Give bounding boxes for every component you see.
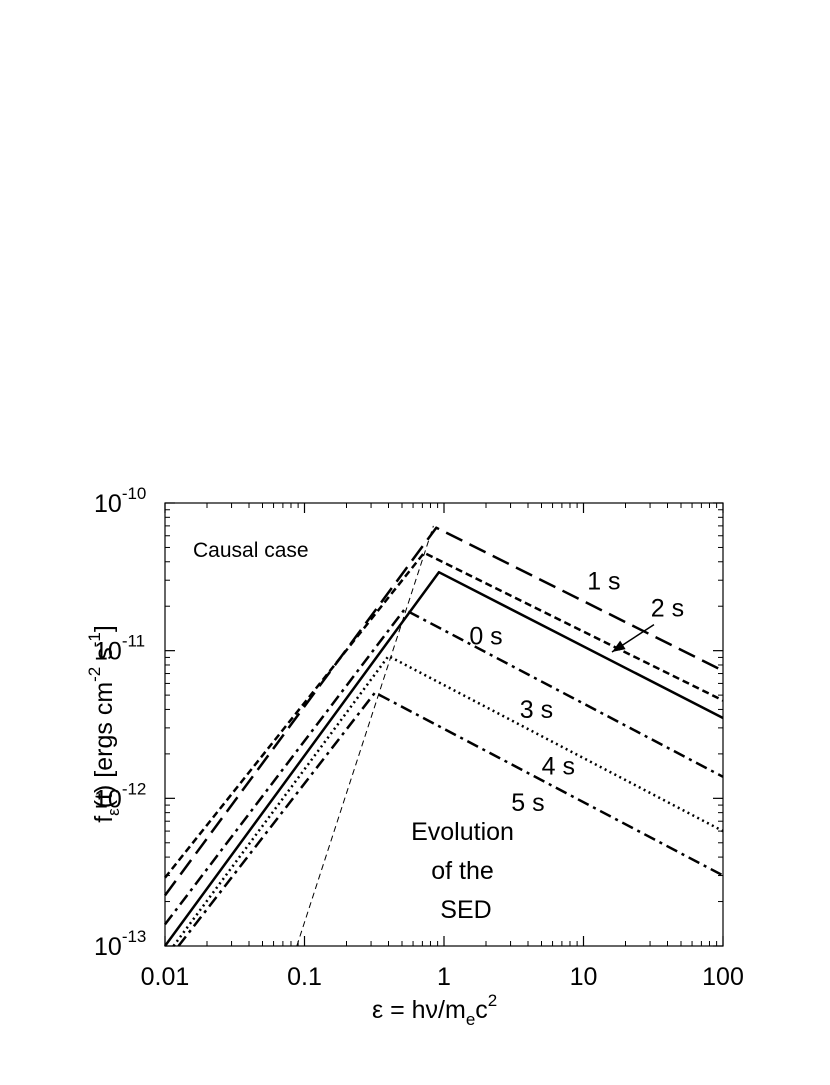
x-tick-label: 0.01 <box>141 963 190 991</box>
curve-label-2s: 2 s <box>651 595 684 623</box>
series-line-0s <box>163 570 724 947</box>
y-axis-label-sub: ε <box>104 808 123 816</box>
annotation-evolution-line-1: Evolution <box>411 818 514 846</box>
curve-label-5s: 5 s <box>511 789 544 817</box>
y-axis-label-s: s <box>90 647 118 666</box>
series-line-5s <box>177 691 724 947</box>
annotation-causal-case: Causal case <box>193 539 309 562</box>
y-tick-label: 10-10 <box>94 484 146 518</box>
curve-label-4s: 4 s <box>542 753 575 781</box>
y-axis-label-mid: (t) [ergs cm <box>90 682 118 808</box>
annotation-evolution-line-3: SED <box>440 896 491 924</box>
y-axis-label: fε(t) [ergs cm-2 s-1] <box>85 625 123 823</box>
y-axis-label-sup2: -1 <box>85 632 104 647</box>
curve-label-0s: 0 s <box>469 623 502 651</box>
x-axis-label-main: ε = hν/m <box>372 996 466 1024</box>
x-axis-label-sub: e <box>466 1010 475 1029</box>
y-axis-label-f: f <box>90 816 118 823</box>
y-axis-label-sup1: -2 <box>85 667 104 682</box>
arrow-2s-head <box>611 640 626 652</box>
axes: 0.01 0.1 1 10 100 10-13 10-12 10-11 10-10 <box>94 484 744 991</box>
x-axis-label-tail: c <box>475 996 488 1024</box>
curve-label-3s: 3 s <box>520 696 553 724</box>
curve-label-1s: 1 s <box>587 567 620 595</box>
series-line-reference <box>296 525 434 947</box>
x-tick-label: 1 <box>437 963 451 991</box>
x-axis-label: ε = hν/mec2 <box>372 991 497 1029</box>
x-axis-label-sup: 2 <box>488 991 497 1010</box>
series-line-3s <box>164 608 724 926</box>
annotation-evolution: Evolution of the SED <box>411 818 521 924</box>
x-tick-label: 100 <box>702 963 744 991</box>
y-tick-label: 10-11 <box>94 632 145 666</box>
series-line-2s <box>164 551 724 879</box>
y-axis-label-end: ] <box>90 625 118 632</box>
x-tick-label: 0.1 <box>287 963 322 991</box>
curve-labels: 1 s 2 s 0 s 3 s 4 s 5 s <box>469 567 684 817</box>
curves <box>163 525 724 947</box>
y-tick-label: 10-12 <box>94 779 146 813</box>
y-tick-label: 10-13 <box>94 927 146 961</box>
annotation-evolution-line-2: of the <box>431 857 494 885</box>
series-line-1s <box>163 526 724 897</box>
x-tick-label: 10 <box>570 963 598 991</box>
